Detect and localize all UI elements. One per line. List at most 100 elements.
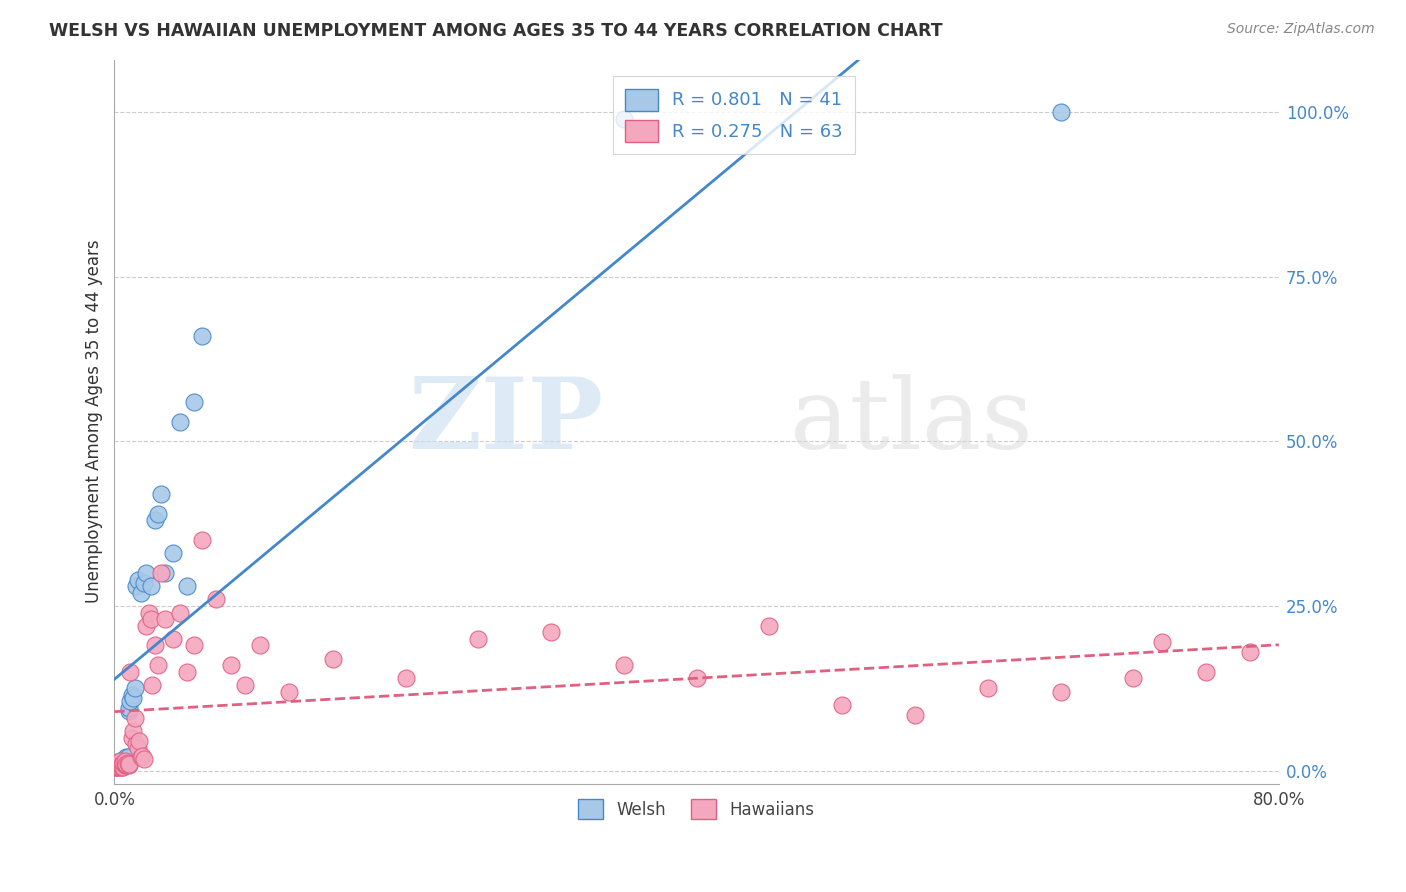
- Point: [118, 704, 141, 718]
- Point: [125, 579, 148, 593]
- Point: [1152, 635, 1174, 649]
- Point: [1122, 672, 1144, 686]
- Point: [105, 758, 128, 772]
- Point: [685, 672, 707, 686]
- Point: [143, 513, 166, 527]
- Point: [139, 579, 162, 593]
- Point: [904, 707, 927, 722]
- Point: [122, 691, 145, 706]
- Point: [129, 586, 152, 600]
- Point: [112, 756, 135, 770]
- Point: [110, 760, 132, 774]
- Point: [1049, 684, 1071, 698]
- Point: [107, 756, 129, 771]
- Point: [107, 760, 129, 774]
- Point: [121, 688, 143, 702]
- Point: [114, 754, 136, 768]
- Point: [135, 566, 157, 580]
- Point: [122, 724, 145, 739]
- Point: [127, 740, 149, 755]
- Point: [831, 698, 853, 712]
- Point: [249, 639, 271, 653]
- Point: [190, 533, 212, 548]
- Point: [627, 121, 650, 136]
- Point: [115, 750, 138, 764]
- Point: [124, 711, 146, 725]
- Point: [169, 415, 191, 429]
- Point: [104, 760, 127, 774]
- Legend: Welsh, Hawaiians: Welsh, Hawaiians: [572, 792, 821, 826]
- Point: [127, 573, 149, 587]
- Point: [104, 756, 127, 771]
- Point: [128, 734, 150, 748]
- Point: [117, 750, 139, 764]
- Point: [114, 758, 136, 772]
- Point: [1239, 645, 1261, 659]
- Point: [135, 619, 157, 633]
- Point: [107, 758, 129, 772]
- Point: [183, 639, 205, 653]
- Point: [138, 606, 160, 620]
- Point: [112, 756, 135, 770]
- Point: [278, 684, 301, 698]
- Point: [107, 756, 129, 770]
- Point: [110, 754, 132, 768]
- Point: [235, 678, 257, 692]
- Point: [115, 758, 138, 772]
- Point: [1049, 105, 1071, 120]
- Point: [120, 694, 142, 708]
- Point: [977, 681, 1000, 696]
- Point: [143, 639, 166, 653]
- Point: [105, 756, 128, 771]
- Point: [322, 651, 344, 665]
- Point: [394, 672, 416, 686]
- Point: [118, 758, 141, 772]
- Point: [132, 752, 155, 766]
- Point: [111, 756, 134, 771]
- Point: [121, 731, 143, 745]
- Point: [120, 665, 142, 679]
- Point: [110, 758, 132, 772]
- Point: [117, 756, 139, 770]
- Point: [540, 625, 562, 640]
- Text: atlas: atlas: [790, 374, 1032, 469]
- Point: [176, 579, 198, 593]
- Point: [115, 756, 138, 771]
- Point: [183, 395, 205, 409]
- Y-axis label: Unemployment Among Ages 35 to 44 years: Unemployment Among Ages 35 to 44 years: [86, 240, 103, 604]
- Point: [111, 756, 134, 771]
- Point: [105, 760, 128, 774]
- Point: [114, 752, 136, 766]
- Point: [118, 701, 141, 715]
- Point: [613, 112, 636, 126]
- Point: [114, 754, 136, 768]
- Point: [162, 632, 184, 646]
- Point: [758, 619, 780, 633]
- Point: [150, 487, 173, 501]
- Point: [111, 756, 134, 770]
- Point: [169, 606, 191, 620]
- Point: [155, 566, 177, 580]
- Point: [104, 760, 127, 774]
- Point: [190, 329, 212, 343]
- Point: [176, 665, 198, 679]
- Point: [467, 632, 489, 646]
- Point: [115, 754, 138, 768]
- Point: [205, 592, 228, 607]
- Point: [613, 658, 636, 673]
- Point: [1195, 665, 1218, 679]
- Point: [139, 612, 162, 626]
- Point: [155, 612, 177, 626]
- Point: [125, 737, 148, 751]
- Point: [111, 760, 134, 774]
- Point: [105, 756, 128, 770]
- Point: [107, 756, 129, 771]
- Point: [146, 507, 169, 521]
- Text: Source: ZipAtlas.com: Source: ZipAtlas.com: [1227, 22, 1375, 37]
- Point: [162, 546, 184, 560]
- Point: [112, 754, 135, 768]
- Point: [150, 566, 173, 580]
- Point: [132, 576, 155, 591]
- Point: [146, 658, 169, 673]
- Point: [110, 754, 132, 768]
